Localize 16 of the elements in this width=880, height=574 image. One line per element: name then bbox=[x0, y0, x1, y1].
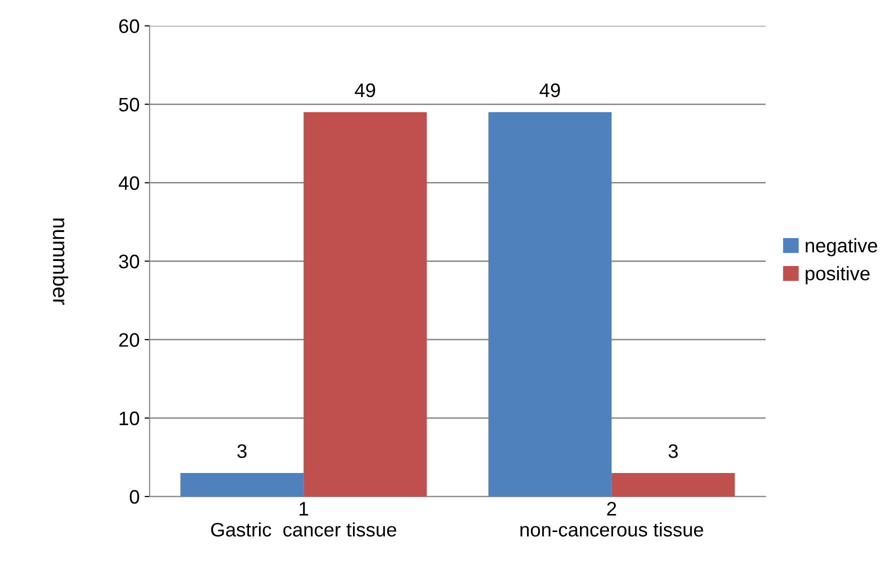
x-tick-label: 1 Gastric cancer tissue bbox=[211, 502, 396, 537]
y-tick-label: 0 bbox=[130, 490, 140, 504]
data-label: 3 bbox=[237, 444, 247, 458]
y-tick-label: 50 bbox=[119, 98, 140, 112]
legend-label: positive bbox=[806, 266, 870, 284]
data-label: 49 bbox=[540, 83, 560, 98]
y-tick-label: 10 bbox=[120, 412, 140, 426]
y-tick-label: 40 bbox=[118, 176, 140, 190]
y-tick-label: 60 bbox=[119, 19, 140, 34]
data-label: 3 bbox=[668, 444, 678, 458]
y-tick-label: 20 bbox=[119, 333, 140, 347]
y-axis-title: nummber bbox=[52, 218, 68, 305]
legend-label: negative bbox=[806, 238, 878, 256]
x-tick-label: 2 non-cancerous tissue bbox=[520, 502, 704, 537]
y-tick-label: 30 bbox=[118, 254, 140, 268]
data-label: 49 bbox=[354, 83, 376, 98]
